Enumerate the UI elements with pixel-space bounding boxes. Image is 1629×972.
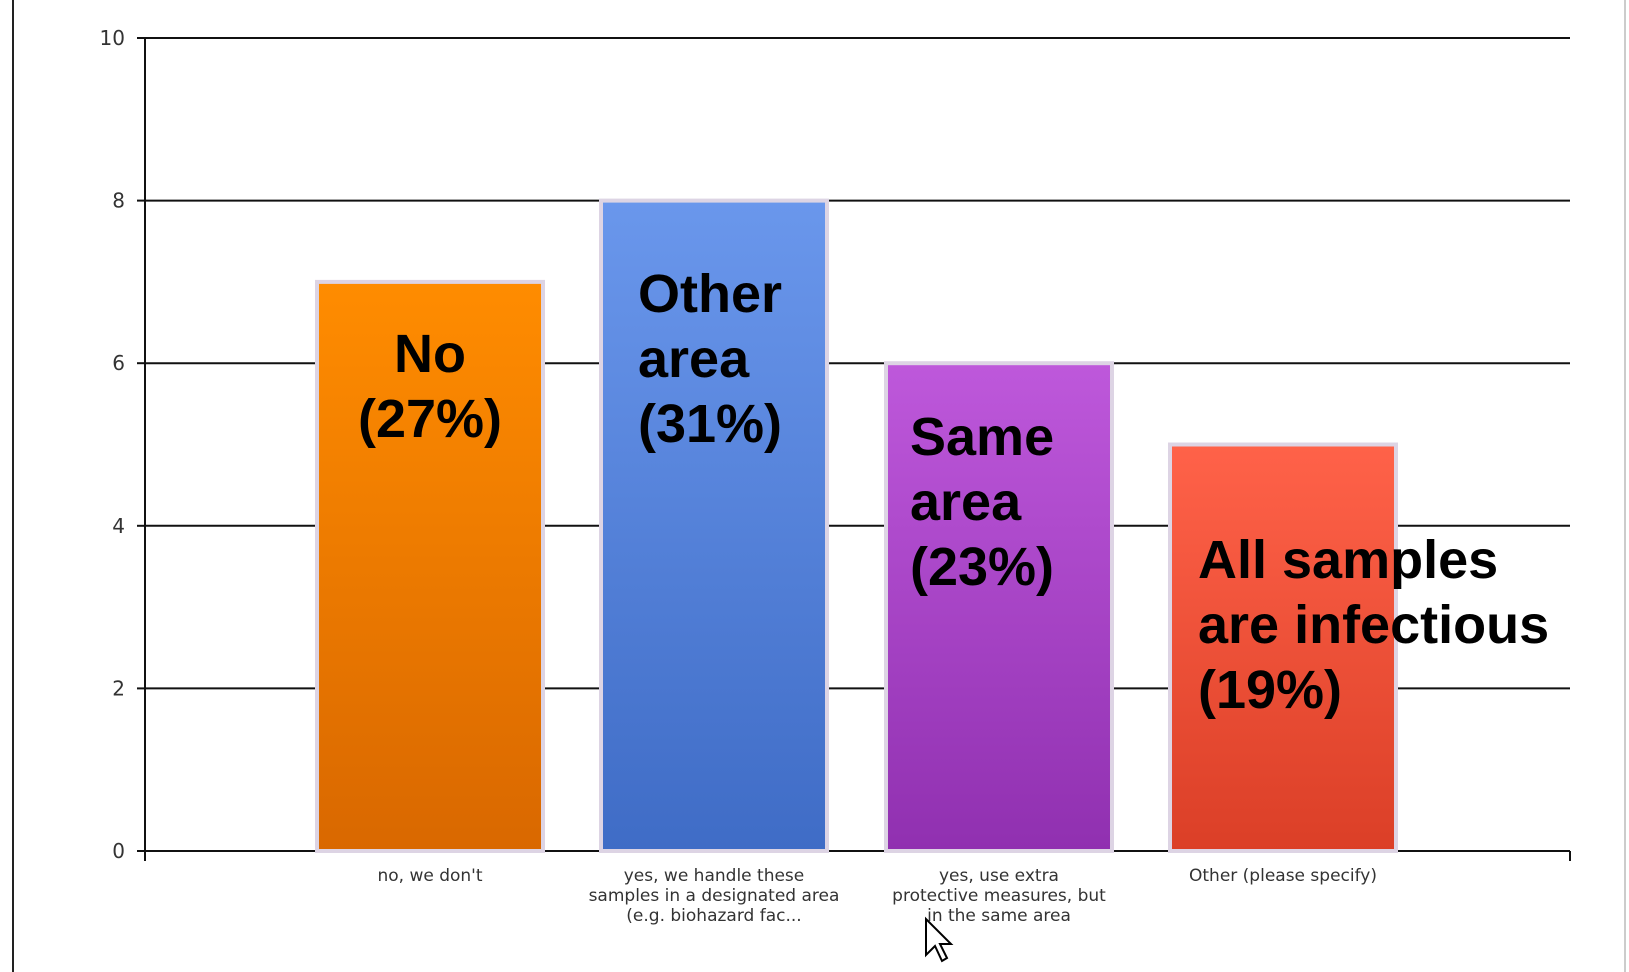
bar: [884, 361, 1114, 853]
x-tick-label: yes, use extra protective measures, but in…: [892, 866, 1106, 926]
bar-annotation: No (27%): [358, 324, 502, 449]
y-tick-label: 2: [112, 676, 125, 700]
y-tick-label: 4: [112, 514, 125, 538]
x-tick-label: Other (please specify): [1189, 866, 1377, 886]
bar-annotation: Same area (23%): [910, 407, 1054, 597]
bar: [1168, 442, 1398, 853]
mouse-cursor-icon: [925, 916, 954, 963]
bar-annotation: All samples are infectious (19%): [1198, 530, 1549, 720]
y-tick-label: 6: [112, 351, 125, 375]
bar: [599, 198, 829, 854]
x-tick-label: no, we don't: [377, 866, 482, 886]
y-tick-label: 8: [112, 189, 125, 213]
bar-annotation: Other area (31%): [638, 264, 782, 454]
y-tick-label: 10: [100, 26, 125, 50]
x-tick-label: yes, we handle these samples in a designa…: [589, 866, 840, 926]
bar: [315, 279, 545, 853]
y-tick-label: 0: [112, 839, 125, 863]
